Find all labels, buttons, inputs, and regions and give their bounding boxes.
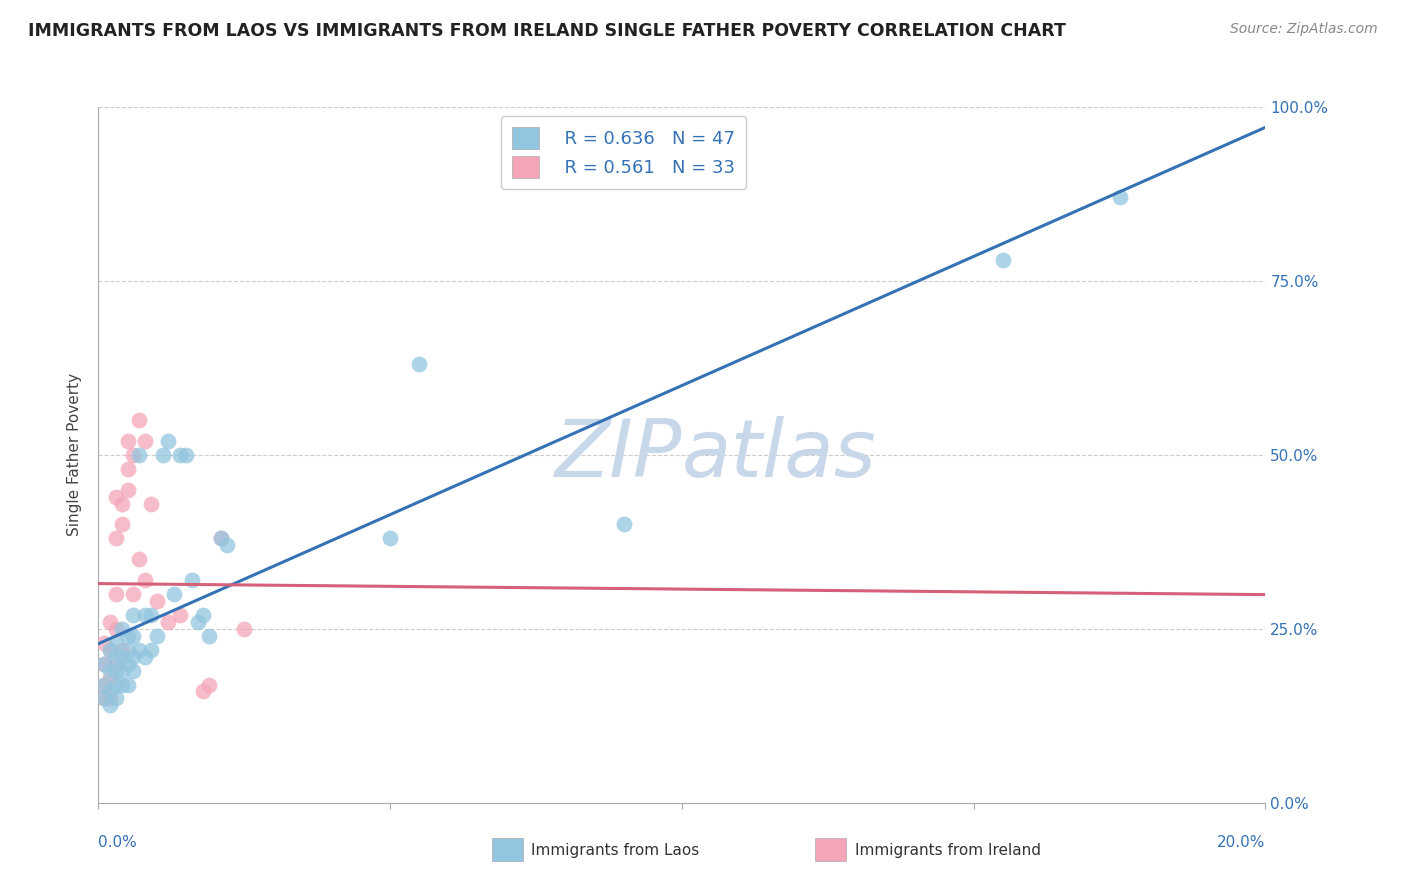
Y-axis label: Single Father Poverty: Single Father Poverty bbox=[67, 374, 83, 536]
Point bbox=[98, 671, 121, 685]
Point bbox=[157, 434, 180, 448]
Text: IMMIGRANTS FROM LAOS VS IMMIGRANTS FROM IRELAND SINGLE FATHER POVERTY CORRELATIO: IMMIGRANTS FROM LAOS VS IMMIGRANTS FROM … bbox=[28, 22, 1066, 40]
Point bbox=[139, 642, 162, 657]
Point bbox=[93, 657, 115, 671]
Point bbox=[134, 607, 156, 622]
Text: atlas: atlas bbox=[682, 416, 877, 494]
Point bbox=[233, 622, 256, 636]
Point bbox=[612, 517, 634, 532]
Point bbox=[169, 448, 191, 462]
Point bbox=[98, 698, 121, 713]
Point bbox=[209, 532, 232, 546]
Point bbox=[111, 622, 134, 636]
Point bbox=[169, 607, 191, 622]
Point bbox=[991, 253, 1014, 268]
Point bbox=[193, 684, 215, 698]
Point bbox=[98, 691, 121, 706]
Point bbox=[122, 607, 145, 622]
Point bbox=[93, 691, 115, 706]
Text: Source: ZipAtlas.com: Source: ZipAtlas.com bbox=[1230, 22, 1378, 37]
Point bbox=[146, 594, 169, 608]
Point bbox=[98, 642, 121, 657]
Point bbox=[139, 607, 162, 622]
Text: Immigrants from Ireland: Immigrants from Ireland bbox=[855, 843, 1040, 857]
Point bbox=[98, 615, 121, 629]
Point bbox=[104, 490, 127, 504]
Point bbox=[128, 448, 150, 462]
Point bbox=[152, 448, 174, 462]
Text: 20.0%: 20.0% bbox=[1218, 836, 1265, 850]
Point bbox=[104, 657, 127, 671]
Point bbox=[1108, 190, 1130, 204]
Point bbox=[104, 532, 127, 546]
Point bbox=[128, 413, 150, 427]
Point bbox=[122, 649, 145, 664]
Point bbox=[111, 642, 134, 657]
Point bbox=[93, 677, 115, 691]
Point bbox=[98, 684, 121, 698]
Point bbox=[111, 517, 134, 532]
Point bbox=[104, 677, 127, 691]
Point bbox=[193, 607, 215, 622]
Point bbox=[98, 664, 121, 678]
Point bbox=[111, 497, 134, 511]
Point bbox=[198, 629, 221, 643]
Point bbox=[111, 664, 134, 678]
Point bbox=[180, 573, 202, 587]
Point bbox=[111, 677, 134, 691]
Point bbox=[157, 615, 180, 629]
Point bbox=[117, 629, 139, 643]
Point bbox=[93, 657, 115, 671]
Point bbox=[198, 677, 221, 691]
Point bbox=[104, 622, 127, 636]
Point bbox=[104, 636, 127, 650]
Point bbox=[111, 649, 134, 664]
Point bbox=[122, 448, 145, 462]
Point bbox=[104, 691, 127, 706]
Point bbox=[134, 573, 156, 587]
Point bbox=[98, 642, 121, 657]
Point bbox=[93, 691, 115, 706]
Point bbox=[117, 462, 139, 476]
Text: ZIP: ZIP bbox=[554, 416, 682, 494]
Point bbox=[117, 483, 139, 497]
Point bbox=[134, 649, 156, 664]
Point bbox=[146, 629, 169, 643]
Point bbox=[122, 587, 145, 601]
Point bbox=[128, 552, 150, 566]
Point bbox=[117, 434, 139, 448]
Point bbox=[117, 657, 139, 671]
Point bbox=[117, 677, 139, 691]
Point bbox=[104, 664, 127, 678]
Point bbox=[122, 664, 145, 678]
Point bbox=[215, 538, 238, 552]
Point bbox=[93, 636, 115, 650]
Point bbox=[209, 532, 232, 546]
Text: 0.0%: 0.0% bbox=[98, 836, 138, 850]
Point bbox=[122, 629, 145, 643]
Point bbox=[104, 587, 127, 601]
Point bbox=[187, 615, 209, 629]
Point bbox=[117, 642, 139, 657]
Point bbox=[174, 448, 197, 462]
Point bbox=[104, 649, 127, 664]
Point bbox=[128, 642, 150, 657]
Text: Immigrants from Laos: Immigrants from Laos bbox=[531, 843, 700, 857]
Point bbox=[408, 358, 430, 372]
Legend:   R = 0.636   N = 47,   R = 0.561   N = 33: R = 0.636 N = 47, R = 0.561 N = 33 bbox=[501, 116, 747, 189]
Point bbox=[139, 497, 162, 511]
Point bbox=[163, 587, 186, 601]
Point bbox=[93, 677, 115, 691]
Point bbox=[134, 434, 156, 448]
Point bbox=[378, 532, 402, 546]
